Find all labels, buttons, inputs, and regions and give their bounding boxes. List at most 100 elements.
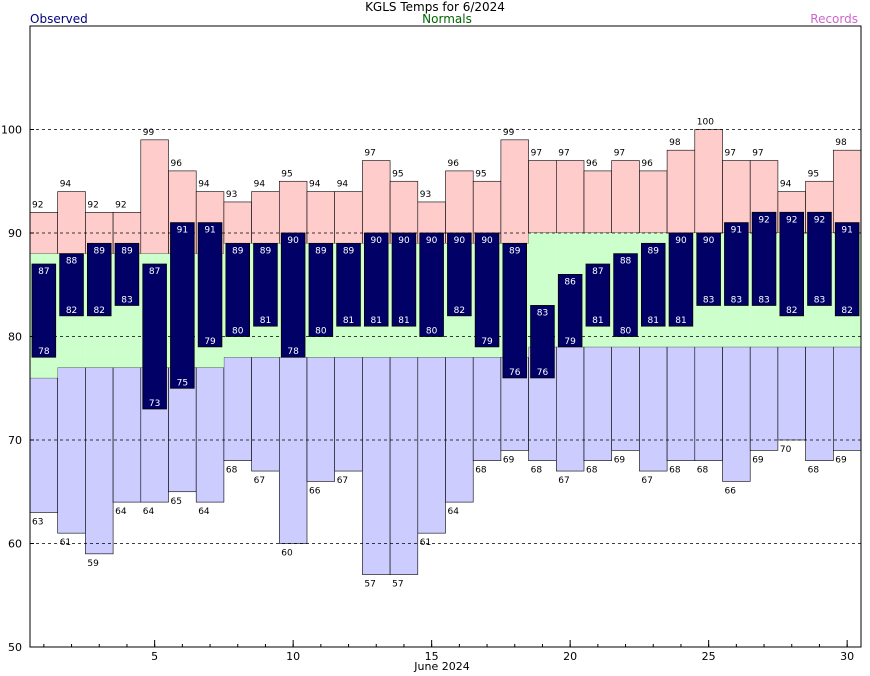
observed-high-label: 89 xyxy=(121,246,133,256)
record-high-band xyxy=(445,170,474,244)
record-low-label: 67 xyxy=(254,476,265,486)
record-low-band xyxy=(278,356,308,544)
observed-low-label: 80 xyxy=(315,327,327,337)
record-high-band xyxy=(57,191,86,255)
record-low-label: 69 xyxy=(614,455,626,465)
record-low-label: 63 xyxy=(32,517,43,527)
observed-high-label: 91 xyxy=(731,226,742,236)
observed-high-label: 90 xyxy=(398,236,410,246)
observed-bar xyxy=(641,242,666,327)
record-low-label: 68 xyxy=(808,466,820,476)
x-tick-label: 10 xyxy=(286,650,300,663)
record-high-label: 94 xyxy=(309,180,321,190)
observed-bar xyxy=(197,222,223,348)
record-low-label: 69 xyxy=(503,455,515,465)
observed-high-label: 91 xyxy=(177,226,188,236)
record-low-label: 59 xyxy=(87,559,99,569)
gridlines-layer xyxy=(30,129,861,544)
record-high-band xyxy=(722,160,751,234)
x-tick-label: 25 xyxy=(702,650,716,663)
observed-high-label: 91 xyxy=(841,226,852,236)
record-low-label: 66 xyxy=(725,486,737,496)
observed-high-label: 89 xyxy=(648,246,660,256)
record-high-band xyxy=(251,191,280,244)
observed-bar xyxy=(779,211,805,317)
observed-bar xyxy=(308,242,334,337)
record-high-label: 95 xyxy=(808,169,819,179)
observed-high-label: 92 xyxy=(786,215,797,225)
record-high-label: 97 xyxy=(725,149,736,159)
record-low-band xyxy=(805,346,834,462)
observed-bar xyxy=(225,242,250,337)
observed-low-label: 79 xyxy=(204,337,216,347)
y-tick-label: 90 xyxy=(8,227,22,240)
y-tick-label: 70 xyxy=(8,434,22,447)
observed-bar xyxy=(31,263,57,358)
x-tick-label: 15 xyxy=(425,650,439,663)
record-low-label: 64 xyxy=(143,507,155,517)
record-low-label: 57 xyxy=(364,580,375,590)
record-low-label: 68 xyxy=(586,466,598,476)
observed-low-label: 81 xyxy=(371,316,382,326)
record-high-label: 92 xyxy=(87,200,98,210)
observed-high-label: 89 xyxy=(260,246,272,256)
observed-bar xyxy=(751,211,777,306)
record-low-band xyxy=(389,356,419,575)
record-low-band xyxy=(362,356,391,575)
axes-layer: 50 60 70 80 90 100 5 10 15 20 25 30 xyxy=(1,124,854,664)
observed-low-label: 76 xyxy=(537,368,549,378)
y-tick-label: 60 xyxy=(8,538,22,551)
record-high-band xyxy=(306,191,336,244)
observed-low-label: 81 xyxy=(398,316,409,326)
record-low-label: 68 xyxy=(475,466,487,476)
record-high-band xyxy=(528,160,557,234)
record-high-band xyxy=(611,160,640,234)
observed-low-label: 80 xyxy=(232,327,244,337)
observed-bar xyxy=(59,253,84,317)
observed-high-label: 90 xyxy=(454,236,466,246)
record-high-label: 92 xyxy=(115,200,126,210)
observed-low-label: 83 xyxy=(703,295,714,305)
observed-low-label: 82 xyxy=(454,306,465,316)
observed-bar xyxy=(391,232,417,327)
record-low-band xyxy=(555,346,585,472)
x-axis-label: June 2024 xyxy=(414,660,470,673)
observed-low-label: 81 xyxy=(592,316,603,326)
observed-bar xyxy=(530,305,555,379)
x-tick-label: 30 xyxy=(840,650,854,663)
record-high-band xyxy=(500,139,529,244)
observed-bar xyxy=(696,232,721,306)
record-high-label: 95 xyxy=(281,169,292,179)
record-low-label: 60 xyxy=(281,549,293,559)
observed-bar xyxy=(724,222,749,306)
observed-high-label: 83 xyxy=(537,308,548,318)
observed-bar xyxy=(336,242,361,327)
record-low-label: 68 xyxy=(531,466,543,476)
observed-high-label: 87 xyxy=(38,267,49,277)
record-high-band xyxy=(362,160,391,244)
observed-low-label: 83 xyxy=(121,295,132,305)
record-low-band xyxy=(666,346,696,462)
y-tick-label: 80 xyxy=(8,331,22,344)
record-high-band xyxy=(832,149,862,234)
record-high-band xyxy=(555,160,585,234)
observed-low-label: 81 xyxy=(648,316,659,326)
record-low-band xyxy=(195,367,225,503)
observed-high-label: 90 xyxy=(703,236,715,246)
record-low-label: 69 xyxy=(752,455,764,465)
record-low-band xyxy=(251,356,280,472)
observed-high-label: 89 xyxy=(343,246,355,256)
observed-low-label: 75 xyxy=(177,378,188,388)
observed-bar xyxy=(613,253,638,337)
record-low-band xyxy=(611,346,640,451)
observed-layer xyxy=(31,211,860,410)
observed-bar xyxy=(502,242,527,379)
record-high-label: 99 xyxy=(143,128,155,138)
record-low-band xyxy=(306,356,336,482)
record-low-label: 67 xyxy=(558,476,569,486)
observed-high-label: 92 xyxy=(758,215,769,225)
x-tick-label: 5 xyxy=(151,650,158,663)
record-high-label: 95 xyxy=(475,169,486,179)
record-low-label: 64 xyxy=(115,507,127,517)
